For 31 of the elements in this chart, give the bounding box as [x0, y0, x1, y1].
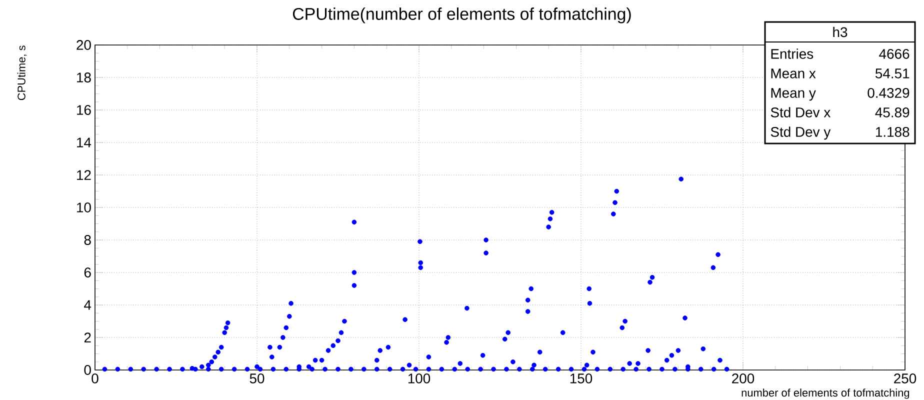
y-tick-label: 6 [84, 268, 91, 278]
x-tick-label: 200 [732, 374, 754, 384]
annotation: 1.188 [876, 126, 910, 137]
y-tick-label: 16 [77, 105, 91, 115]
y-tick-label: 8 [84, 235, 91, 245]
x-tick-label: 250 [894, 374, 916, 384]
y-tick-label: 12 [77, 170, 91, 180]
y-tick-label: 20 [76, 40, 91, 50]
y-tick-label: 0 [84, 365, 91, 375]
x-tick-label: 50 [250, 374, 264, 384]
x-tick-label: 100 [408, 374, 430, 384]
annotation: 54.51 [875, 68, 910, 78]
annotation: Std Dev y [770, 126, 831, 140]
annotation: Std Dev x [770, 107, 831, 118]
x-tick-label: 150 [570, 374, 592, 384]
annotation: 4666 [879, 48, 910, 59]
annotation: 45.89 [875, 107, 910, 118]
annotation: Mean y [771, 88, 816, 101]
y-tick-label: 4 [84, 300, 92, 310]
y-tick-label: 2 [84, 332, 91, 342]
annotation: Mean x [771, 68, 816, 78]
chart-title: CPUtime(number of elements of tofmatching) [292, 8, 631, 24]
text: h3 [833, 26, 848, 38]
x-axis-title: number of elements of tofmatching [742, 388, 910, 399]
y-tick-label: 10 [77, 202, 91, 212]
annotation: 0.4329 [868, 88, 910, 98]
y-tick-label: 14 [77, 138, 92, 148]
annotation: Entries [771, 48, 814, 59]
y-tick-label: 18 [77, 72, 91, 82]
x-tick-label: 0 [92, 374, 98, 384]
y-axis-title: CPUtime, s [17, 46, 27, 100]
